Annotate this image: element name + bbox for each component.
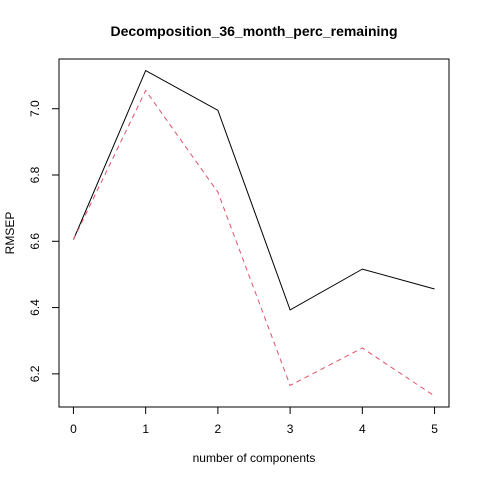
y-tick-label: 7.0 [28,100,42,117]
x-tick-label: 3 [287,422,294,436]
x-tick-label: 2 [215,422,222,436]
y-tick-label: 6.6 [28,233,42,250]
x-axis-label: number of components [193,451,316,465]
x-tick-label: 0 [70,422,77,436]
series-layer [72,69,435,397]
series-line-1 [72,89,435,397]
series-line-0 [72,69,435,311]
x-axis: 0 1 2 3 4 5 [70,407,438,436]
y-tick-label: 6.2 [28,365,42,382]
y-axis: 6.2 6.4 6.6 6.8 7.0 [28,100,59,382]
plot-frame [58,58,450,408]
chart-title: Decomposition_36_month_perc_remaining [110,23,397,39]
y-tick-label: 6.4 [28,299,42,316]
x-tick-label: 5 [431,422,438,436]
y-axis-label: RMSEP [3,212,17,255]
x-tick-label: 1 [142,422,149,436]
y-tick-label: 6.8 [28,166,42,183]
x-tick-label: 4 [359,422,366,436]
